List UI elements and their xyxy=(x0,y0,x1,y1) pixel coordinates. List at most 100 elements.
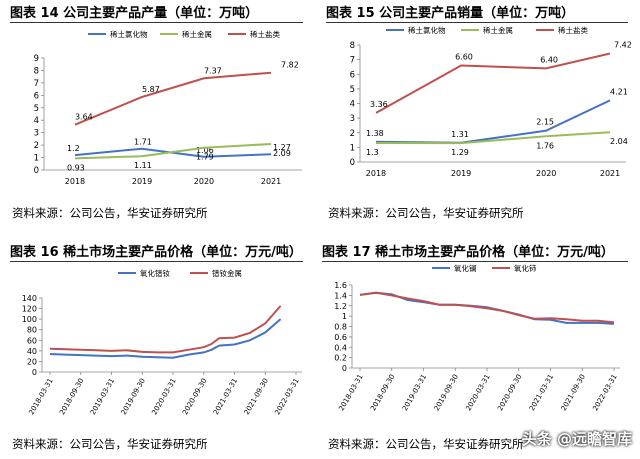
c17-legend-label: 氧化镧 xyxy=(454,263,477,273)
c15-series-line xyxy=(375,131,611,145)
c14-x-tick-label: 2021 xyxy=(261,177,281,186)
c14-y-tick-label: 1 xyxy=(34,154,39,164)
c15-x-tick-label: 2018 xyxy=(366,169,386,178)
c14-data-label: 7.37 xyxy=(204,66,222,75)
c16-x-tick-label: 2020-09-30 xyxy=(181,377,208,416)
c14-y-tick-label: 4 xyxy=(34,116,39,126)
c15-data-label: 1.3 xyxy=(366,148,379,157)
c16-y-tick-label: 20 xyxy=(27,357,37,366)
c16-x-tick-label: 2021-03-31 xyxy=(212,377,239,416)
c15-legend-label: 稀土金属 xyxy=(483,25,513,35)
chart-17-title: 图表 17 稀土市场主要产品价格（单位：万元/吨） xyxy=(322,245,614,260)
chart-15-title: 图表 15 公司主要产品销量（单位：万吨） xyxy=(326,6,575,21)
c14-x-tick-label: 2019 xyxy=(132,177,152,186)
c15-data-label: 4.21 xyxy=(610,87,628,96)
chart-15-source: 资料来源：公司公告，华安证券研究所 xyxy=(328,206,524,220)
chart-17-title-rule xyxy=(322,261,628,262)
c14-y-tick-label: 7 xyxy=(34,79,39,89)
c14-data-label: 5.87 xyxy=(142,85,160,94)
chart-16-title-rule xyxy=(10,261,303,262)
c14-data-label: 7.82 xyxy=(281,61,299,70)
c17-y-tick-label: 1.2 xyxy=(334,302,347,311)
c17-y-tick-label: 0.6 xyxy=(334,333,347,342)
c16-x-tick-label: 2022-03-31 xyxy=(273,377,300,416)
c15-y-tick-label: 3 xyxy=(350,114,355,124)
c17-x-tick-label: 2020-09-30 xyxy=(496,373,523,412)
c15-x-tick-label: 2020 xyxy=(536,169,556,178)
chart-15-title-rule xyxy=(326,22,628,23)
c14-data-label: 1.79 xyxy=(196,153,214,162)
c17-x-tick-label: 2021-03-31 xyxy=(528,373,555,412)
c15-series-line xyxy=(375,99,611,144)
c14-x-tick-label: 2020 xyxy=(194,177,214,186)
c15-data-label: 3.36 xyxy=(370,100,388,109)
c17-y-tick-label: 0.8 xyxy=(334,323,347,332)
c16-x-tick-label: 2019-03-31 xyxy=(89,377,116,416)
c14-data-label: 1.2 xyxy=(67,144,80,153)
c15-y-tick-label: 8 xyxy=(350,41,355,51)
c14-series-line xyxy=(74,71,272,126)
c17-y-tick-label: 0 xyxy=(342,364,347,373)
chart-14-title-rule xyxy=(10,22,303,23)
c15-series-line xyxy=(375,52,611,114)
c14-legend-label: 稀土氯化物 xyxy=(110,29,148,39)
c15-y-tick-label: 7 xyxy=(350,56,355,66)
c16-y-tick-label: 60 xyxy=(27,336,37,345)
c17-x-tick-label: 2019-09-30 xyxy=(433,373,460,412)
c14-y-tick-label: 2 xyxy=(34,141,39,151)
c17-y-tick-label: 1 xyxy=(342,312,347,321)
c14-y-tick-label: 6 xyxy=(34,91,39,101)
c14-y-tick-label: 3 xyxy=(34,129,39,139)
chart-15-sales: 0 1 2 3 4 5 6 7 8 稀土氯化物 稀土金属 稀土盐类 2018 2019 2020 2021 1.… xyxy=(350,25,632,178)
c14-data-label: 2.09 xyxy=(273,149,291,158)
c15-y-tick-label: 0 xyxy=(350,158,355,168)
c17-x-tick-label: 2019-03-31 xyxy=(401,373,428,412)
c17-y-tick-label: 0.2 xyxy=(334,354,347,363)
c15-x-tick-label: 2019 xyxy=(451,169,471,178)
c17-y-tick-label: 1.6 xyxy=(334,281,347,290)
c14-y-tick-label: 5 xyxy=(34,104,39,114)
c17-legend-label: 氧化铈 xyxy=(514,263,537,273)
c15-data-label: 6.60 xyxy=(455,52,473,61)
chart-14-production: 0 1 2 3 4 5 6 7 8 9 稀土氯化物 稀土金属 稀土盐类 2018 2019 2020 2021 1… xyxy=(34,29,302,186)
c16-x-tick-label: 2020-03-31 xyxy=(150,377,177,416)
c16-legend-label: 氧化镨钕 xyxy=(140,268,170,278)
c16-y-tick-label: 140 xyxy=(22,294,37,303)
c15-legend-label: 稀土氯化物 xyxy=(408,25,446,35)
c17-x-tick-label: 2018-03-31 xyxy=(337,373,364,412)
c16-series-line xyxy=(49,318,282,359)
c14-x-tick-label: 2018 xyxy=(65,177,85,186)
c16-y-tick-label: 80 xyxy=(27,326,37,335)
chart-17-source: 资料来源：公司公告，华安证券研究所 xyxy=(328,437,524,451)
c14-data-label: 1.71 xyxy=(134,138,152,147)
c17-y-tick-label: 1.4 xyxy=(334,291,347,300)
chart-14-title: 图表 14 公司主要产品产量（单位：万吨） xyxy=(10,6,259,21)
c15-x-tick-label: 2021 xyxy=(600,169,620,178)
c17-x-tick-label: 2018-09-30 xyxy=(369,373,396,412)
chart-16-source: 资料来源：公司公告，华安证券研究所 xyxy=(12,437,208,451)
c17-x-tick-label: 2020-03-31 xyxy=(464,373,491,412)
c14-data-label: 0.93 xyxy=(67,163,85,172)
c15-y-tick-label: 5 xyxy=(350,85,355,95)
c16-y-tick-label: 0 xyxy=(32,368,37,377)
c17-x-tick-label: 2021-09-30 xyxy=(560,373,587,412)
c14-legend-label: 稀土金属 xyxy=(182,29,212,39)
c16-y-tick-label: 120 xyxy=(22,305,37,314)
watermark: 头条 @远瞻智库 xyxy=(521,430,632,448)
c15-data-label: 2.04 xyxy=(610,137,628,146)
c14-data-label: 1.27 xyxy=(273,143,291,152)
c14-y-tick-label: 0 xyxy=(34,166,39,176)
c14-y-tick-label: 9 xyxy=(34,54,39,64)
c15-y-tick-label: 4 xyxy=(350,100,355,110)
c15-data-label: 6.40 xyxy=(540,55,558,64)
c15-data-label: 7.42 xyxy=(614,40,632,49)
c16-x-tick-label: 2021-09-30 xyxy=(243,377,270,416)
c15-data-label: 2.15 xyxy=(536,118,554,127)
c16-x-tick-label: 2018-09-30 xyxy=(58,377,85,416)
c16-legend-label: 镨钕金属 xyxy=(212,268,242,278)
c15-data-label: 1.38 xyxy=(366,129,384,138)
c16-x-tick-label: 2019-09-30 xyxy=(120,377,147,416)
c17-series-line xyxy=(359,291,615,324)
c14-data-label: 1.11 xyxy=(134,161,152,170)
